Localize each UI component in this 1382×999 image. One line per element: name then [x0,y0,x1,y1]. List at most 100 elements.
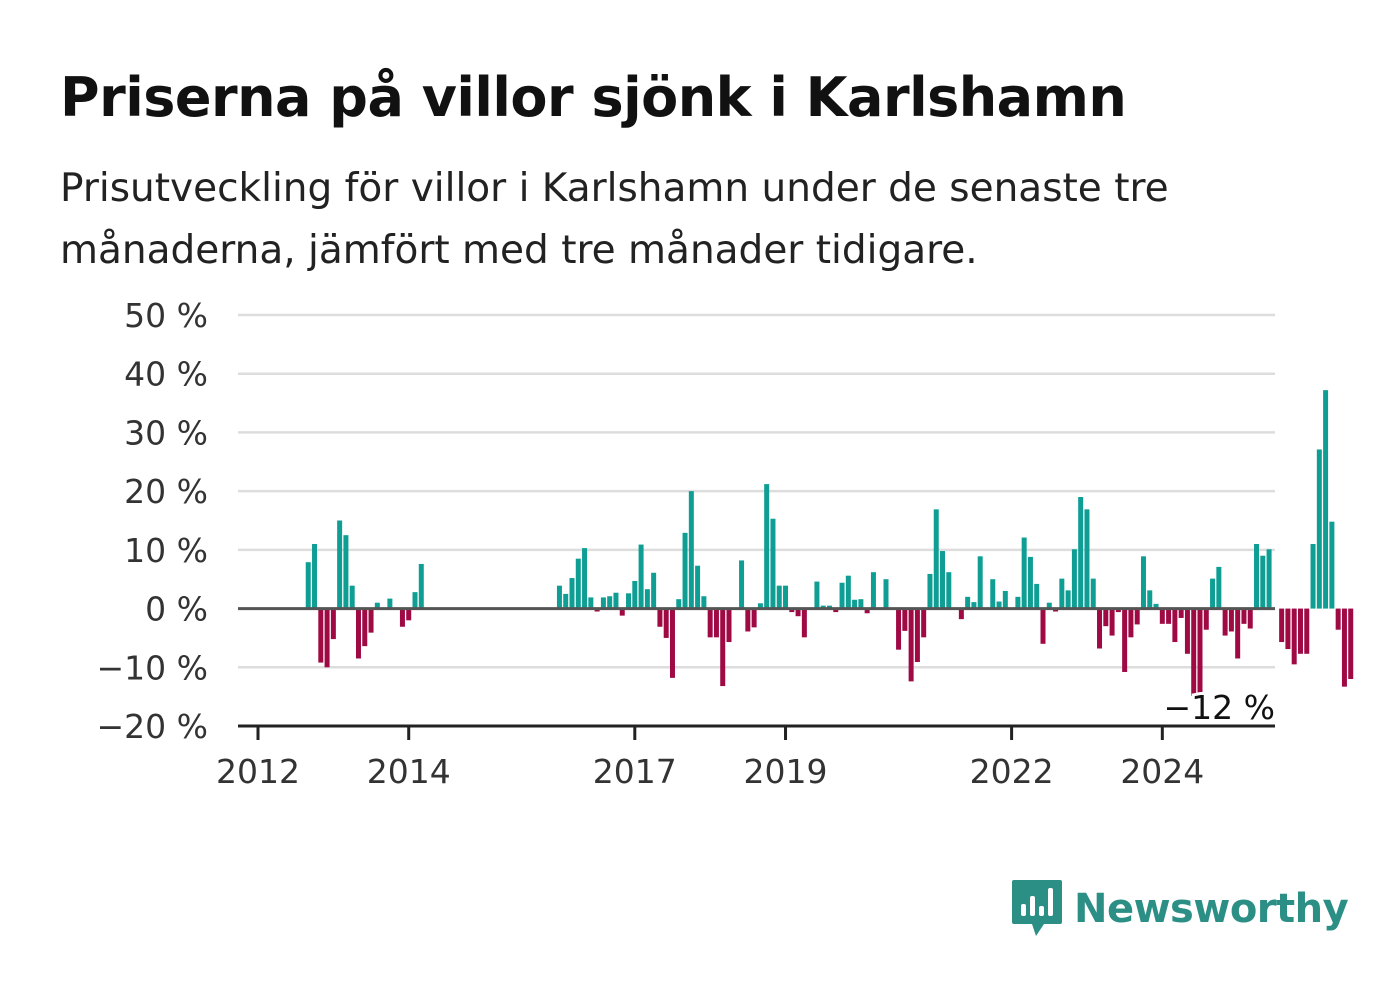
bar [770,518,776,609]
bar [839,582,845,609]
y-tick-label: −10 % [97,648,209,687]
bar [362,608,368,647]
bar [588,597,594,609]
bar [1128,608,1134,638]
bar [1097,608,1103,649]
bar [412,592,418,609]
bar [1040,608,1046,644]
newsworthy-logo[interactable]: Newsworthy [1010,878,1349,940]
bar [355,608,361,659]
newsworthy-logo-icon [1012,880,1062,936]
bar [1140,556,1146,609]
brand-name: Newsworthy [1074,886,1349,932]
bar [1065,590,1071,609]
bar [713,608,719,638]
bar [1134,608,1140,625]
bar [883,579,889,609]
bar [1260,555,1266,609]
bar [563,593,569,609]
bar [1203,608,1209,630]
bar [1046,602,1052,609]
grid-lines [238,313,1275,669]
bar [1197,608,1203,702]
bar [1348,608,1354,680]
bar [1247,608,1253,629]
bar [632,580,638,609]
bar [726,608,732,643]
bar [1027,556,1033,609]
bar [1266,549,1272,609]
bar [695,565,701,609]
bar [795,608,801,617]
bar [337,520,343,609]
bar [965,596,971,609]
bar [902,608,908,631]
bar [1172,608,1178,643]
bar [330,608,336,640]
bar [657,608,663,627]
bar [921,608,927,638]
bar [600,597,606,609]
bar [575,558,581,609]
bar [977,556,983,609]
x-tick-label: 2019 [744,752,828,791]
bar [1153,603,1159,609]
bar [852,599,858,609]
bar [1021,537,1027,609]
bar [1210,578,1216,609]
bar [776,585,782,609]
bar [745,608,751,632]
bar [1184,608,1190,654]
bar [324,608,330,668]
bar [626,593,632,609]
bar [663,608,669,638]
bar [751,608,757,628]
bar [1241,608,1247,624]
bar [1285,608,1291,650]
bar [927,573,933,609]
bars [305,390,1354,702]
x-tick-label: 2014 [367,752,451,791]
bar [870,572,876,609]
x-axis-labels: 2012 2014 2017 2019 2022 2024 [216,726,1204,791]
bar [1335,608,1341,630]
bar [1310,543,1316,609]
annotations: −12 % [1161,685,1279,730]
bar [1304,608,1310,654]
x-tick-label: 2012 [216,752,300,791]
bar [305,562,311,609]
bar [343,535,349,609]
bar [418,563,424,609]
bar [1159,608,1165,624]
last-value-label: −12 % [1164,688,1276,727]
y-tick-label: 30 % [124,413,208,452]
bar [864,608,870,614]
bar [1178,608,1184,618]
x-tick-label: 2022 [970,752,1054,791]
y-tick-label: 50 % [124,296,208,335]
bar [801,608,807,638]
chart-title: Priserna på villor sjönk i Karlshamn [60,66,1127,129]
bar [764,484,770,609]
bar [845,575,851,609]
bar [1297,608,1303,654]
bar [783,585,789,609]
bar [669,608,675,678]
bar [1109,608,1115,636]
bar [582,548,588,609]
bar [958,608,964,620]
bar [720,608,726,687]
x-tick-label: 2017 [593,752,677,791]
bar [1015,596,1021,609]
bar [1222,608,1228,636]
bar [368,608,374,633]
bar [1122,608,1128,672]
bar [569,578,575,609]
bar [1291,608,1297,665]
bar [1071,549,1077,609]
bar [739,560,745,609]
bar [1078,497,1084,609]
bar [688,491,694,609]
bar [1115,608,1121,613]
bar [814,581,820,609]
